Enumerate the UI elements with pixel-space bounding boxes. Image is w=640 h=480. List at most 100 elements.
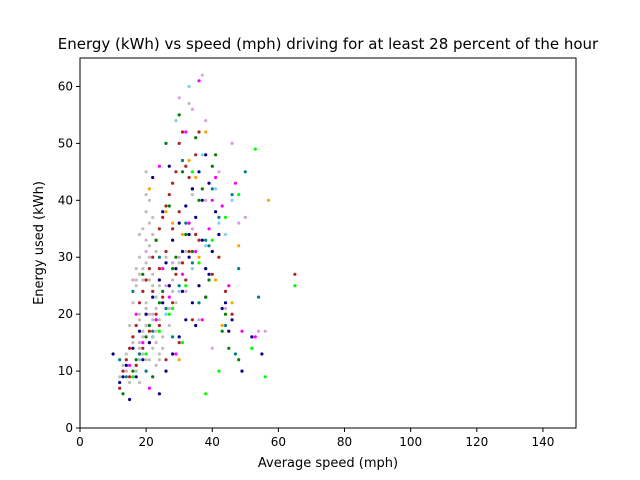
x-tick-label: 120 xyxy=(465,435,488,449)
data-point xyxy=(171,267,175,271)
y-axis-label: Energy used (kWh) xyxy=(32,181,47,305)
data-point xyxy=(128,323,132,328)
x-tick-label: 100 xyxy=(399,435,422,449)
data-point xyxy=(131,289,135,293)
data-point xyxy=(250,346,254,350)
data-point xyxy=(164,210,168,214)
data-point xyxy=(121,363,125,367)
data-point xyxy=(200,187,204,191)
data-point xyxy=(167,193,171,197)
data-point xyxy=(147,386,151,390)
data-point xyxy=(164,141,168,145)
data-point xyxy=(214,278,218,282)
data-point xyxy=(167,312,171,316)
data-point xyxy=(207,278,211,282)
data-point xyxy=(144,306,148,311)
data-point xyxy=(210,198,214,202)
data-point xyxy=(174,352,178,356)
data-point xyxy=(154,295,158,299)
data-point xyxy=(230,318,234,322)
data-point xyxy=(223,306,228,311)
data-point xyxy=(263,329,267,333)
data-point xyxy=(227,329,231,333)
data-point xyxy=(161,295,165,299)
data-point xyxy=(190,193,194,197)
data-point xyxy=(134,375,138,379)
data-point xyxy=(187,101,191,106)
data-point xyxy=(223,323,228,328)
data-point xyxy=(237,358,241,362)
data-point xyxy=(250,335,254,339)
data-point xyxy=(124,375,128,379)
x-tick-label: 80 xyxy=(337,435,352,449)
data-point xyxy=(194,232,198,237)
data-point xyxy=(124,369,128,373)
data-point xyxy=(266,198,271,202)
data-point xyxy=(190,227,194,231)
data-points xyxy=(111,73,297,402)
data-point xyxy=(147,329,151,333)
data-point xyxy=(227,346,231,350)
data-point xyxy=(141,358,145,362)
data-point xyxy=(151,329,155,333)
data-point xyxy=(151,375,155,379)
data-point xyxy=(197,301,201,305)
data-point xyxy=(180,232,185,237)
data-point xyxy=(257,329,261,333)
data-point xyxy=(174,272,178,276)
data-point xyxy=(177,255,181,259)
data-point xyxy=(190,318,194,322)
data-point xyxy=(197,318,201,322)
data-point xyxy=(151,295,155,299)
data-point xyxy=(171,238,175,242)
data-point xyxy=(167,164,171,168)
data-point xyxy=(174,267,178,271)
data-point xyxy=(180,341,185,345)
y-tick-label: 40 xyxy=(58,193,73,207)
y-tick-label: 50 xyxy=(58,136,73,150)
data-point xyxy=(128,375,132,379)
data-point xyxy=(134,358,138,362)
data-point xyxy=(187,84,191,89)
data-point xyxy=(210,249,214,254)
data-point xyxy=(157,329,161,333)
data-point xyxy=(147,187,151,191)
data-point xyxy=(233,352,237,356)
data-point xyxy=(184,130,188,134)
data-point xyxy=(177,96,181,100)
data-point xyxy=(131,341,135,345)
data-point xyxy=(128,397,132,402)
data-point xyxy=(240,329,244,333)
data-point xyxy=(128,363,132,367)
data-point xyxy=(207,244,211,248)
data-point xyxy=(134,284,138,288)
data-point xyxy=(207,227,211,231)
data-point xyxy=(174,301,178,305)
data-point xyxy=(151,255,155,259)
data-point xyxy=(171,278,175,282)
data-point xyxy=(164,261,168,265)
data-point xyxy=(157,255,161,259)
data-point xyxy=(154,306,158,311)
data-point xyxy=(263,375,267,379)
data-point xyxy=(154,363,158,367)
data-point xyxy=(214,175,218,180)
data-point xyxy=(184,318,188,322)
data-point xyxy=(194,136,198,140)
y-tick-label: 60 xyxy=(58,79,73,93)
data-point xyxy=(230,193,234,197)
data-point xyxy=(184,289,188,293)
data-point xyxy=(223,301,228,305)
data-point xyxy=(230,312,234,316)
data-point xyxy=(227,284,231,288)
data-point xyxy=(171,227,175,231)
data-point xyxy=(237,244,241,248)
data-point xyxy=(210,238,214,242)
data-point xyxy=(210,346,214,350)
x-tick-label: 140 xyxy=(531,435,554,449)
data-point xyxy=(164,306,168,311)
data-point xyxy=(204,244,208,248)
data-point xyxy=(147,267,151,271)
data-point xyxy=(157,323,161,328)
data-point xyxy=(187,249,191,254)
